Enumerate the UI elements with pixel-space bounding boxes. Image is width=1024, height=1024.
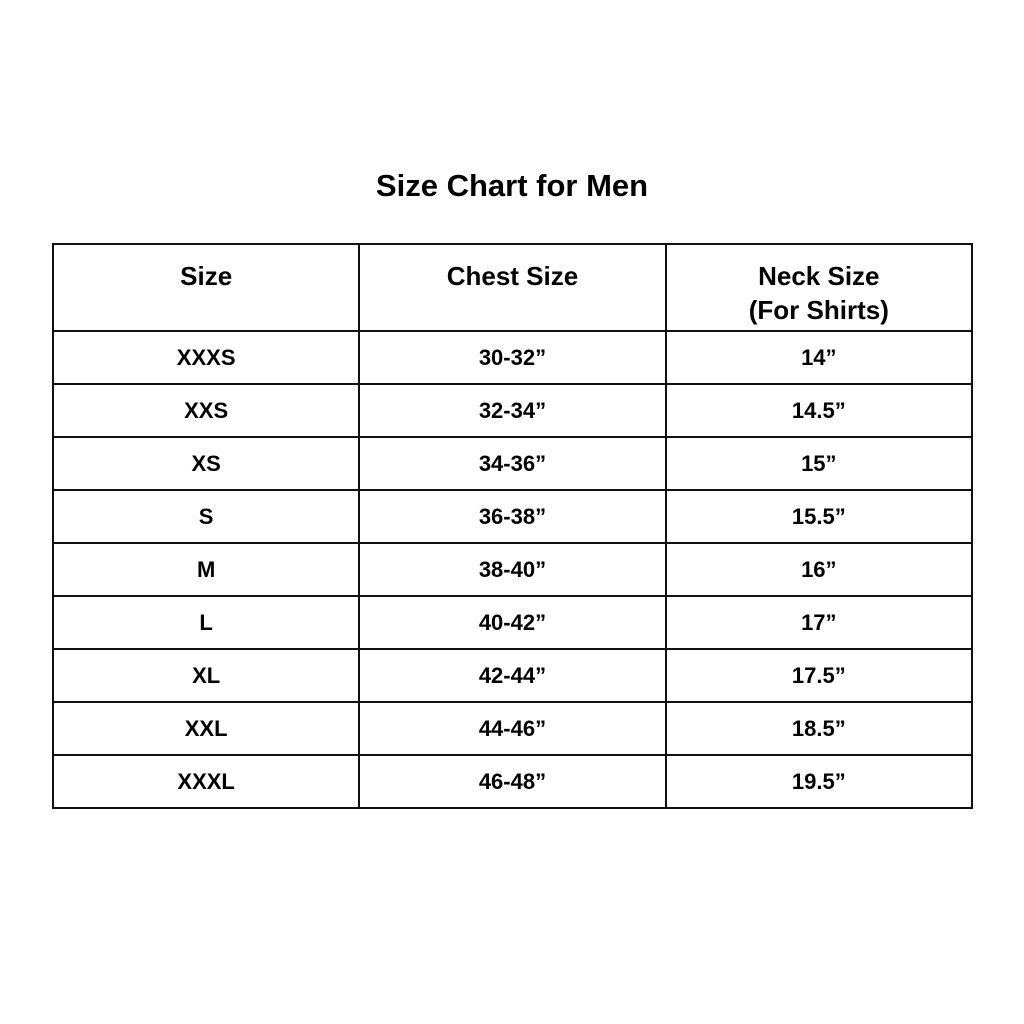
cell-neck-size: 18.5” — [664, 701, 974, 756]
cell-size: XL — [51, 648, 361, 703]
cell-neck-size: 17” — [664, 595, 974, 650]
cell-size: L — [51, 595, 361, 650]
table-row: XXS 32-34” 14.5” — [51, 383, 974, 438]
cell-neck-size: 19.5” — [664, 754, 974, 809]
cell-chest-size: 34-36” — [358, 436, 667, 491]
cell-chest-size: 44-46” — [358, 701, 667, 756]
cell-neck-size: 15” — [664, 436, 974, 491]
table-row: M 38-40” 16” — [51, 542, 974, 597]
table-row: XXXS 30-32” 14” — [51, 330, 974, 385]
cell-neck-size: 17.5” — [664, 648, 974, 703]
cell-chest-size: 38-40” — [358, 542, 667, 597]
cell-size: XXS — [51, 383, 361, 438]
table-row: XXXL 46-48” 19.5” — [51, 754, 974, 809]
size-chart-table: Size Chest Size Neck Size (For Shirts) XX… — [51, 243, 974, 809]
header-size: Size — [51, 243, 361, 332]
cell-chest-size: 36-38” — [358, 489, 667, 544]
cell-chest-size: 32-34” — [358, 383, 667, 438]
header-size-label: Size — [180, 261, 233, 291]
header-row: Size Chest Size Neck Size (For Shirts) — [51, 243, 974, 332]
cell-size: S — [51, 489, 361, 544]
cell-chest-size: 40-42” — [358, 595, 667, 650]
table-row: XXL 44-46” 18.5” — [51, 701, 974, 756]
cell-size: XXXL — [51, 754, 361, 809]
cell-size: XXXS — [51, 330, 361, 385]
cell-size: XXL — [51, 701, 361, 756]
table-row: XL 42-44” 17.5” — [51, 648, 974, 703]
header-chest-size: Chest Size — [358, 243, 667, 332]
cell-size: M — [51, 542, 361, 597]
cell-neck-size: 14.5” — [664, 383, 974, 438]
page-title: Size Chart for Men — [375, 168, 649, 203]
header-neck-sublabel: (For Shirts) — [748, 295, 889, 325]
header-neck-size: Neck Size (For Shirts) — [664, 243, 974, 332]
cell-neck-size: 14” — [664, 330, 974, 385]
table-row: L 40-42” 17” — [51, 595, 974, 650]
header-neck-label: Neck Size — [758, 261, 880, 291]
header-chest-label: Chest Size — [446, 261, 579, 291]
cell-chest-size: 46-48” — [358, 754, 667, 809]
table-row: S 36-38” 15.5” — [51, 489, 974, 544]
table-row: XS 34-36” 15” — [51, 436, 974, 491]
cell-chest-size: 30-32” — [358, 330, 667, 385]
cell-chest-size: 42-44” — [358, 648, 667, 703]
cell-size: XS — [51, 436, 361, 491]
cell-neck-size: 15.5” — [664, 489, 974, 544]
cell-neck-size: 16” — [664, 542, 974, 597]
